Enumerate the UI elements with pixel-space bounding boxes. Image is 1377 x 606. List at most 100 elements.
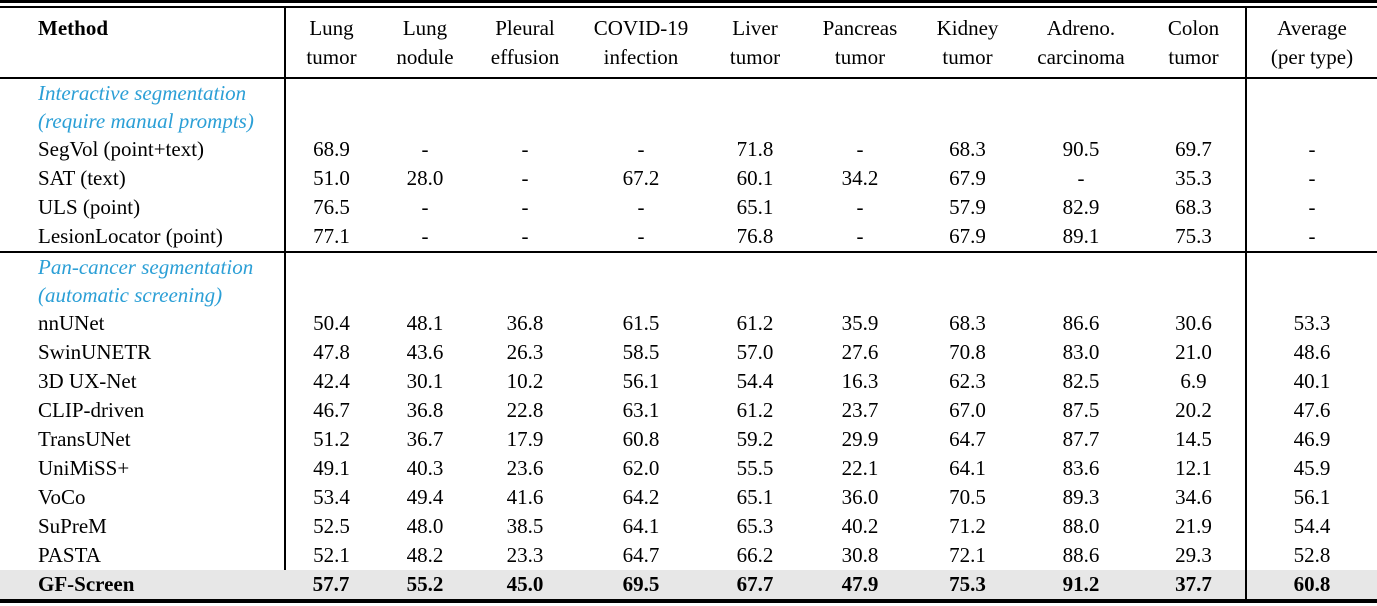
empty-cell: [577, 251, 705, 309]
value-cell: 42.4: [313, 369, 350, 393]
value-cell: 38.5: [506, 514, 544, 538]
value-cell: 29.3: [1142, 541, 1247, 570]
empty-cell: [285, 78, 377, 135]
value-cell: 72.1: [949, 543, 986, 567]
value-cell: 52.8: [1293, 543, 1331, 567]
value-cell: 45.0: [473, 570, 577, 601]
value-cell: 28.0: [406, 166, 444, 190]
value-cell: 62.0: [622, 456, 660, 480]
value-cell: 68.3: [949, 137, 986, 161]
value-cell: 91.2: [1020, 570, 1142, 601]
value-cell: 64.7: [622, 543, 660, 567]
method-cell: PASTA: [0, 541, 286, 570]
column-header-line2: tumor: [834, 45, 886, 69]
section-label-row: Interactive segmentation (require manual …: [0, 78, 1377, 135]
value-cell: 87.7: [1062, 427, 1100, 451]
value-cell: -: [637, 137, 645, 161]
value-cell: 17.9: [506, 427, 544, 451]
value-cell: 21.9: [1142, 512, 1247, 541]
value-cell: 37.7: [1142, 570, 1247, 601]
value-cell: 76.8: [736, 224, 774, 248]
value-cell: 67.2: [622, 166, 660, 190]
table-row: 3D UX-Net 42.4 30.1 10.2 56.1 54.4 16.3 62.3 82.…: [0, 367, 1377, 396]
section-label-cell: Interactive segmentation (require manual …: [0, 78, 286, 135]
value-cell: -: [637, 224, 645, 248]
empty-cell: [377, 78, 473, 135]
value-cell: -: [521, 137, 529, 161]
value-cell: 65.3: [736, 514, 774, 538]
value-cell: 56.1: [1293, 485, 1331, 509]
column-header-line2: nodule: [396, 45, 454, 69]
method-cell: UniMiSS+: [0, 454, 286, 483]
empty-cell: [1246, 251, 1377, 309]
table-row: SwinUNETR 47.8 43.6 26.3 58.5 57.0 27.6 70.8 83.…: [0, 338, 1377, 367]
value-cell: 47.6: [1293, 398, 1331, 422]
empty-cell: [915, 251, 1020, 309]
value-cell: 49.1: [313, 456, 350, 480]
empty-cell: [473, 78, 577, 135]
value-cell: 45.9: [1293, 456, 1331, 480]
value-cell: 67.7: [705, 570, 805, 601]
table-row: PASTA 52.1 48.2 23.3 64.7 66.2 30.8 72.1 88.6 29.…: [0, 541, 1377, 570]
header-row: Method Lung tumor Lung nodule Pleural effusion…: [0, 7, 1377, 79]
column-header-line2: tumor: [306, 45, 357, 69]
column-header-lung-tumor: Lung tumor: [285, 7, 377, 79]
value-cell: -: [521, 166, 529, 190]
value-cell: 68.9: [313, 137, 350, 161]
table-row: GF-Screen 57.7 55.2 45.0 69.5 67.7 47.9 75.3 91.…: [0, 570, 1377, 601]
value-cell: 48.2: [406, 543, 444, 567]
value-cell: 61.5: [622, 311, 660, 335]
value-cell: 60.8: [1246, 570, 1377, 601]
value-cell: 88.6: [1062, 543, 1100, 567]
empty-cell: [705, 251, 805, 309]
value-cell: 40.2: [841, 514, 879, 538]
column-header-line2: tumor: [942, 45, 993, 69]
value-cell: 65.1: [736, 195, 774, 219]
value-cell: 90.5: [1062, 137, 1100, 161]
value-cell: 40.1: [1293, 369, 1331, 393]
column-header-line1: Adreno.: [1046, 16, 1116, 40]
value-cell: -: [1308, 195, 1316, 219]
table-row: LesionLocator (point) 77.1 - - - 76.8 - 67.9 89.…: [0, 222, 1377, 252]
value-cell: 52.1: [313, 543, 350, 567]
section-label-cell: Pan-cancer segmentation (automatic screen…: [0, 251, 286, 309]
value-cell: -: [1077, 166, 1085, 190]
value-cell: 36.8: [506, 311, 544, 335]
section-label-line1: Pan-cancer segmentation: [38, 255, 254, 279]
column-header-line2: tumor: [1168, 45, 1219, 69]
table-row: UniMiSS+ 49.1 40.3 23.6 62.0 55.5 22.1 64.1 83.6…: [0, 454, 1377, 483]
value-cell: 67.0: [949, 398, 986, 422]
empty-cell: [577, 78, 705, 135]
column-header-covid-19-infection: COVID-19 infection: [577, 7, 705, 79]
section-label-line2: (require manual prompts): [38, 109, 254, 133]
column-header-pleural-effusion: Pleural effusion: [473, 7, 577, 79]
column-header-line2: effusion: [490, 45, 560, 69]
value-cell: 30.6: [1142, 309, 1247, 338]
value-cell: 36.0: [841, 485, 879, 509]
column-header-line1: Average: [1277, 16, 1347, 40]
value-cell: 64.7: [949, 427, 986, 451]
value-cell: -: [421, 224, 429, 248]
section-label-line2: (automatic screening): [38, 283, 223, 307]
value-cell: 34.6: [1142, 483, 1247, 512]
value-cell: 51.2: [313, 427, 350, 451]
value-cell: 22.8: [506, 398, 544, 422]
value-cell: 57.9: [949, 195, 986, 219]
method-cell: GF-Screen: [0, 570, 285, 601]
method-cell: SuPreM: [0, 512, 286, 541]
value-cell: 21.0: [1142, 338, 1247, 367]
value-cell: 83.0: [1062, 340, 1100, 364]
table-row: CLIP-driven 46.7 36.8 22.8 63.1 61.2 23.7 67.0 8…: [0, 396, 1377, 425]
table-row: nnUNet 50.4 48.1 36.8 61.5 61.2 35.9 68.3 86.6 30…: [0, 309, 1377, 338]
value-cell: 83.6: [1062, 456, 1100, 480]
empty-cell: [377, 251, 473, 309]
value-cell: 63.1: [622, 398, 660, 422]
value-cell: 75.3: [1142, 222, 1247, 252]
value-cell: 67.9: [949, 224, 986, 248]
section-label-line1: Interactive segmentation: [38, 81, 247, 105]
column-header-line1: Kidney: [936, 16, 999, 40]
value-cell: 46.9: [1293, 427, 1331, 451]
column-header-line1: Lung: [309, 16, 354, 40]
value-cell: 70.8: [949, 340, 986, 364]
